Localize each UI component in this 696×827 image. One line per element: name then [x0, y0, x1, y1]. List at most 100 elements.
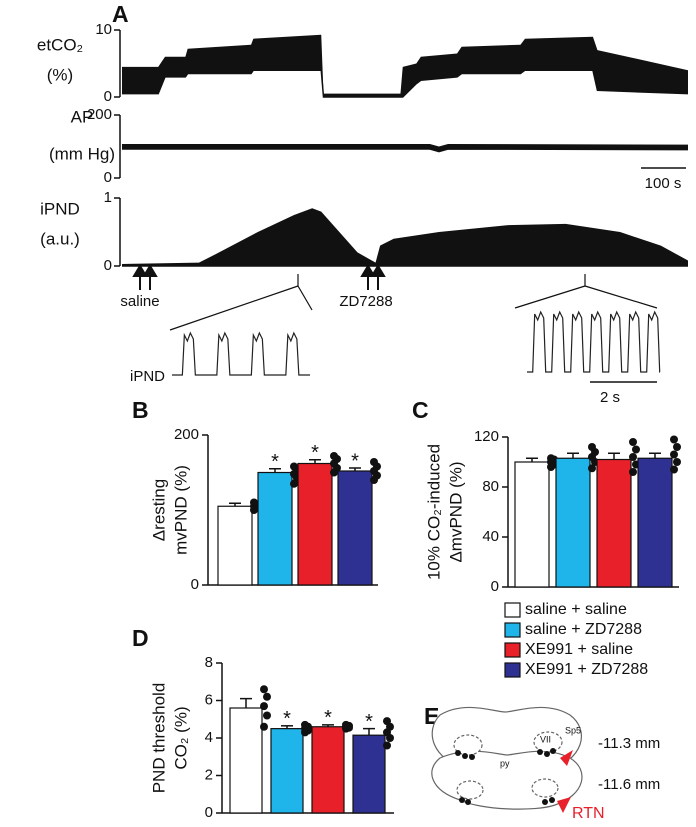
bar	[596, 458, 632, 588]
y-tick-label: 4	[205, 729, 213, 746]
structure-label: VII	[540, 734, 551, 744]
bar	[311, 726, 345, 814]
y-tick-label: 8	[205, 654, 213, 671]
axis-label: (mm Hg)	[49, 144, 115, 163]
data-point	[629, 468, 637, 476]
y-tick-label: 80	[482, 478, 499, 495]
significance: *	[311, 442, 319, 464]
data-point	[290, 462, 298, 471]
data-point	[330, 452, 338, 460]
bar	[637, 457, 673, 588]
data-point	[588, 464, 596, 473]
data-point	[547, 454, 555, 463]
legend-swatch	[504, 662, 521, 678]
y-tick-label: 200	[174, 426, 199, 443]
target-label: RTN	[572, 805, 605, 822]
significance: *	[324, 707, 332, 729]
legend-swatch	[504, 642, 521, 658]
target-arrow	[557, 750, 573, 813]
y-tick-label: 2	[205, 766, 213, 783]
data-point	[673, 458, 681, 466]
trace-lower	[122, 69, 689, 98]
y-tick-label: 0	[104, 257, 112, 274]
y-tick-label: 6	[205, 691, 213, 708]
axis-label: iPND	[40, 199, 80, 218]
panel-label: D	[132, 625, 149, 651]
legend-label: saline + saline	[525, 601, 627, 618]
injection-label: ZD7288	[339, 293, 392, 310]
y-tick-label: 1	[104, 189, 112, 206]
significance: *	[365, 711, 373, 733]
inset-trace	[527, 310, 661, 373]
data-point	[263, 692, 271, 701]
axis-label: ΔmvPND (%)	[446, 461, 465, 562]
legend-label: saline + ZD7288	[525, 621, 642, 638]
bar	[514, 461, 550, 588]
legend-swatch	[504, 602, 521, 618]
y-tick-label: 200	[87, 106, 112, 123]
data-point	[342, 720, 350, 729]
y-tick-label: 10	[95, 21, 112, 38]
level-label: -11.6 mm	[598, 776, 660, 793]
structure-label: py	[500, 758, 510, 768]
data-point	[263, 711, 271, 720]
inset-trace	[172, 331, 310, 376]
bar	[352, 734, 386, 814]
bar	[257, 471, 293, 586]
y-tick-label: 0	[491, 578, 499, 595]
bar	[297, 462, 333, 586]
significance: *	[351, 450, 359, 472]
data-point	[670, 435, 678, 444]
axis-label: (a.u.)	[40, 229, 80, 248]
trace-envelope	[122, 208, 688, 266]
scale-label: 100 s	[645, 175, 682, 192]
bar	[217, 505, 253, 586]
bar	[270, 728, 304, 814]
data-point	[260, 685, 268, 694]
panel-label: B	[132, 397, 149, 423]
scale-label: 2 s	[600, 389, 620, 406]
data-point	[250, 498, 258, 507]
data-point	[588, 443, 596, 451]
trace-lower	[122, 148, 689, 153]
zoom-lines	[169, 274, 658, 331]
y-tick-label: 0	[104, 169, 112, 186]
data-point	[670, 450, 678, 459]
bar	[229, 707, 263, 814]
data-point	[383, 717, 391, 726]
bar	[337, 470, 373, 586]
legend-swatch	[504, 622, 521, 638]
y-tick-label: 120	[474, 428, 499, 445]
data-point	[260, 702, 268, 711]
trace-envelope	[122, 143, 688, 152]
trace-envelope	[122, 34, 688, 97]
structure-label: Sp5	[565, 725, 581, 735]
axis-label: PND threshold	[149, 683, 168, 794]
y-tick-label: 0	[104, 88, 112, 105]
level-label: -11.3 mm	[598, 735, 660, 752]
data-point	[301, 720, 309, 729]
injection-label: saline	[120, 293, 159, 310]
data-point	[673, 443, 681, 451]
axis-label: CO₂ (%)	[171, 706, 190, 769]
axis-label: etCO₂	[37, 35, 83, 54]
data-point	[383, 741, 391, 750]
panel-label: A	[112, 1, 129, 27]
axis-label: 10% CO₂-induced	[424, 444, 443, 580]
axis-label: mvPND (%)	[171, 465, 190, 555]
arrows	[132, 264, 386, 290]
data-point	[670, 465, 678, 474]
axis-label: AP	[71, 107, 94, 126]
injection-sites	[455, 748, 556, 805]
brain-section	[431, 706, 583, 810]
axis-label: (%)	[47, 65, 73, 84]
inset-label: iPND	[130, 368, 165, 385]
y-tick-label: 0	[205, 804, 213, 821]
data-point	[260, 722, 268, 731]
data-point	[370, 458, 378, 466]
axis-label: Δresting	[149, 479, 168, 541]
panel-label: C	[412, 397, 429, 423]
y-tick-label: 40	[482, 528, 499, 545]
y-tick-label: 0	[191, 576, 199, 593]
